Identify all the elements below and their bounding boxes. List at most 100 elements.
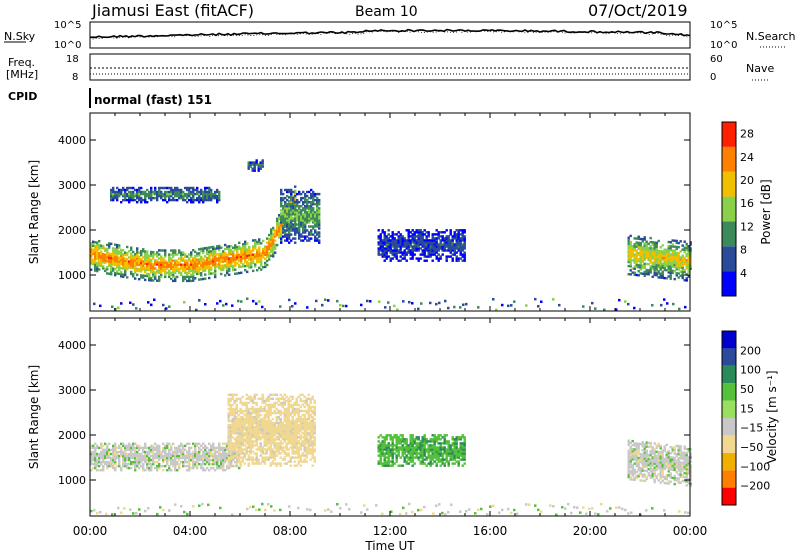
heatmap-cell (124, 458, 127, 462)
heatmap-cell (192, 261, 195, 264)
heatmap-cell (198, 254, 201, 257)
heatmap-cell (239, 442, 242, 445)
heatmap-cell (227, 448, 230, 451)
heatmap-cell (184, 277, 187, 281)
heatmap-cell (455, 247, 458, 250)
heatmap-cell (443, 239, 446, 242)
heatmap-cell (296, 231, 299, 234)
heatmap-cell (136, 201, 139, 204)
heatmap-cell (270, 246, 273, 249)
heatmap-cell (212, 444, 215, 448)
heatmap-cell (427, 245, 430, 248)
heatmap-cell (192, 267, 195, 270)
heatmap-cell (222, 456, 225, 460)
heatmap-cell (287, 403, 290, 407)
heatmap-cell (311, 440, 314, 443)
heatmap-cell (306, 198, 309, 202)
heatmap-cell (112, 255, 115, 258)
heatmap-cell (134, 255, 137, 258)
heatmap-cell (249, 407, 252, 411)
heatmap-cell (277, 421, 280, 425)
heatmap-cell (248, 248, 251, 251)
heatmap-cell (190, 452, 193, 456)
heatmap-cell (218, 194, 221, 198)
heatmap-cell (271, 405, 274, 409)
heatmap-cell (288, 229, 291, 232)
heatmap-cell (150, 196, 153, 200)
heatmap-cell (385, 249, 388, 252)
heatmap-cell (114, 192, 117, 196)
heatmap-cell (615, 308, 618, 311)
heatmap-cell (235, 426, 238, 429)
heatmap-cell (267, 438, 270, 441)
heatmap-cell (463, 229, 466, 232)
heatmap-cell (214, 247, 217, 250)
heatmap-cell (214, 450, 217, 454)
heatmap-cell (162, 464, 165, 468)
heatmap-cell (128, 198, 131, 202)
heatmap-cell (266, 247, 269, 250)
heatmap-cell (196, 464, 199, 468)
heatmap-cell (204, 196, 207, 200)
heatmap-cell (138, 462, 141, 466)
heatmap-cell (397, 436, 400, 439)
heatmap-cell (114, 247, 117, 250)
heatmap-cell (296, 213, 299, 216)
heatmap-cell (132, 263, 135, 266)
heatmap-cell (168, 255, 171, 258)
heatmap-cell (653, 259, 656, 262)
heatmap-cell (170, 265, 173, 268)
heatmap-cell (238, 247, 241, 250)
heatmap-cell (689, 259, 692, 262)
heatmap-cell (291, 428, 294, 431)
heatmap-cell (295, 421, 298, 425)
heatmap-cell (270, 254, 273, 257)
heatmap-cell (681, 266, 684, 270)
heatmap-cell (288, 218, 291, 221)
heatmap-cell (228, 466, 231, 470)
heatmap-cell (227, 415, 230, 419)
heatmap-cell (659, 276, 662, 279)
heatmap-cell (427, 243, 430, 246)
heatmap-cell (242, 263, 245, 266)
heatmap-cell (154, 196, 157, 200)
heatmap-cell (645, 244, 648, 247)
heatmap-cell (667, 251, 670, 254)
heatmap-cell (310, 188, 313, 192)
heatmap-cell (295, 438, 298, 441)
heatmap-cell (247, 444, 250, 447)
heatmap-cell (235, 417, 238, 421)
heatmap-cell (116, 250, 119, 253)
heatmap-cell (237, 419, 240, 423)
heatmap-cell (124, 190, 127, 194)
heatmap-cell (273, 440, 276, 443)
heatmap-cell (415, 235, 418, 238)
heatmap-cell (120, 469, 123, 472)
heatmap-cell (235, 415, 238, 419)
heatmap-cell (399, 245, 402, 248)
heatmap-cell (257, 438, 260, 441)
heatmap-cell (265, 436, 268, 439)
heatmap-cell (132, 444, 135, 448)
heatmap-cell (389, 450, 392, 453)
heatmap-cell (407, 247, 410, 250)
heatmap-cell (415, 450, 418, 453)
heatmap-cell (128, 456, 131, 460)
heatmap-cell (439, 231, 442, 234)
heatmap-cell (180, 273, 183, 276)
heatmap-cell (166, 186, 169, 190)
heatmap-cell (112, 192, 115, 196)
heatmap-cell (401, 243, 404, 246)
heatmap-cell (220, 462, 223, 466)
heatmap-cell (286, 219, 289, 222)
heatmap-cell (629, 261, 632, 264)
heatmap-cell (389, 243, 392, 246)
heatmap-cell (152, 253, 155, 256)
heatmap-cell (247, 426, 250, 429)
heatmap-cell (264, 245, 267, 248)
heatmap-cell (395, 434, 398, 437)
heatmap-cell (261, 432, 264, 435)
heatmap-cell (202, 469, 205, 472)
heatmap-cell (381, 442, 384, 445)
heatmap-cell (214, 275, 217, 279)
